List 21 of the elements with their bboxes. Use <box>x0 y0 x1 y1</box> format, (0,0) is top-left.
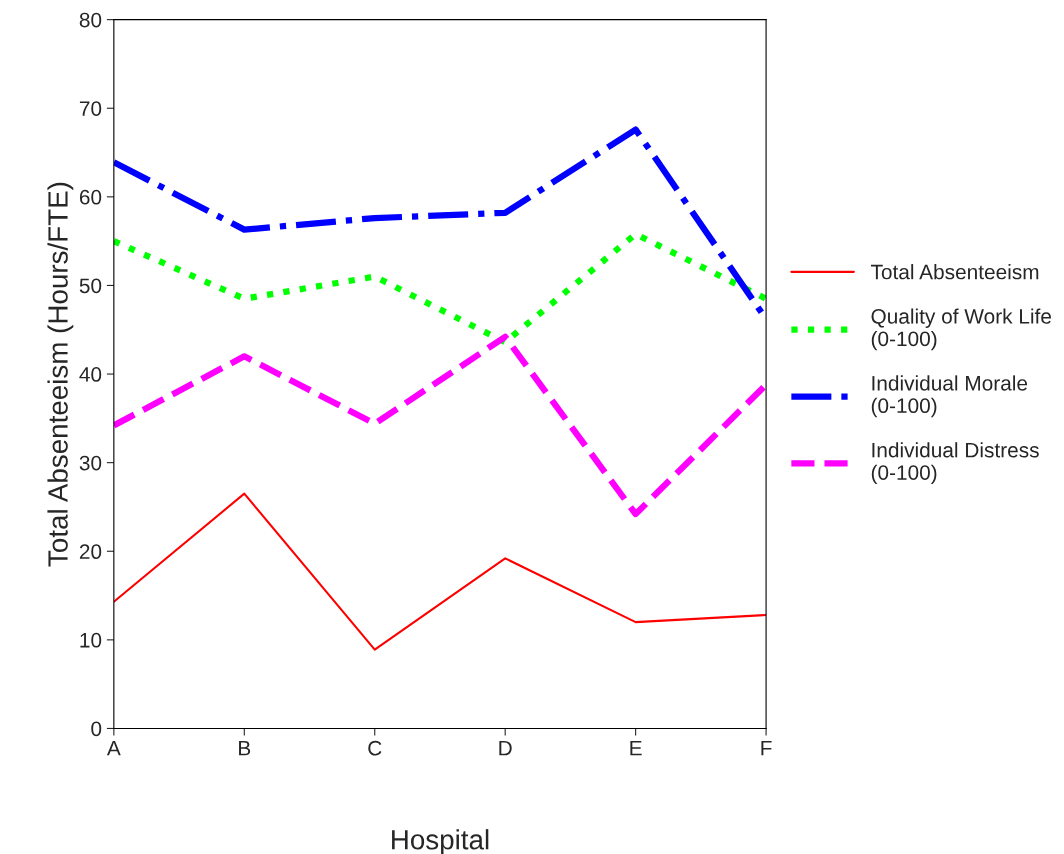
x-tick-label: D <box>499 741 512 756</box>
y-tick-label: 0 <box>91 721 102 737</box>
x-tick-label: C <box>368 740 382 756</box>
y-tick-label: 20 <box>79 544 102 560</box>
legend-label: Total Absenteeism <box>870 264 1039 280</box>
x-tick-label: B <box>239 741 251 756</box>
x-tick-label: F <box>761 741 772 756</box>
y-tick-label: 10 <box>80 632 102 648</box>
y-axis-title: Total Absenteeism (Hours/FTE) <box>47 182 74 567</box>
y-tick-label: 50 <box>79 278 102 294</box>
legend-label: Quality of Work Life (0-100) <box>871 308 1051 351</box>
y-tick-label: 40 <box>79 367 102 382</box>
y-tick-label: 70 <box>79 101 102 116</box>
legend-label: Individual Morale (0-100) <box>871 375 1028 418</box>
line-series <box>113 492 767 651</box>
y-tick-label: 60 <box>79 189 102 205</box>
x-tick-label: A <box>106 741 121 756</box>
x-tick-label: E <box>630 741 642 756</box>
legend-label: Individual Distress (0-100) <box>871 442 1039 485</box>
y-tick-label: 80 <box>79 12 102 28</box>
y-tick-label: 30 <box>79 455 102 471</box>
